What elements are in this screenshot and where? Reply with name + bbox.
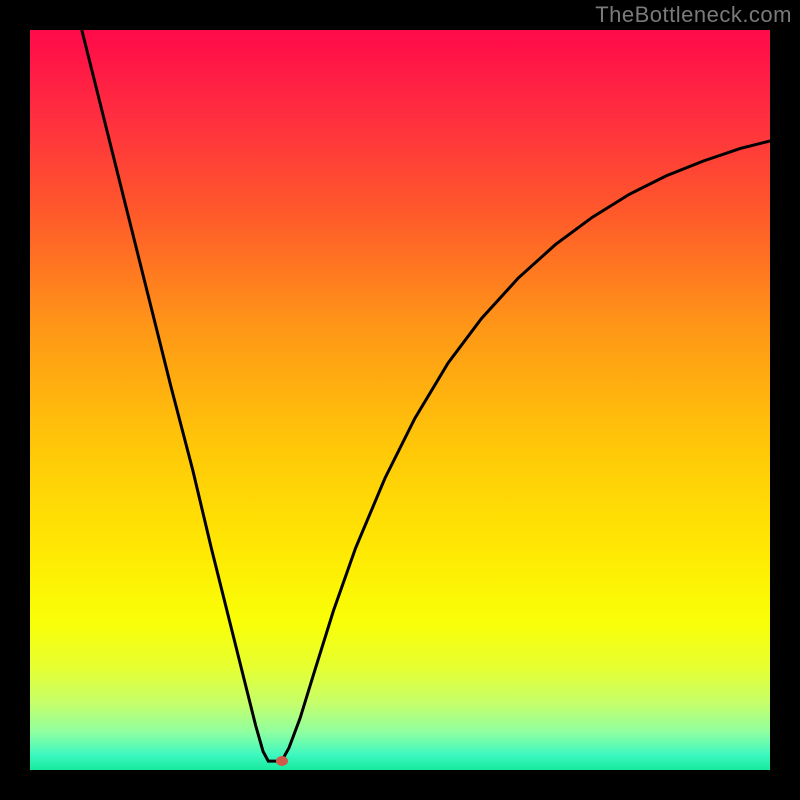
minimum-marker [276,756,288,766]
plot-area [30,30,770,770]
curve-svg [30,30,770,770]
bottleneck-curve [82,30,770,761]
chart-container: TheBottleneck.com [0,0,800,800]
watermark-text: TheBottleneck.com [595,2,792,28]
